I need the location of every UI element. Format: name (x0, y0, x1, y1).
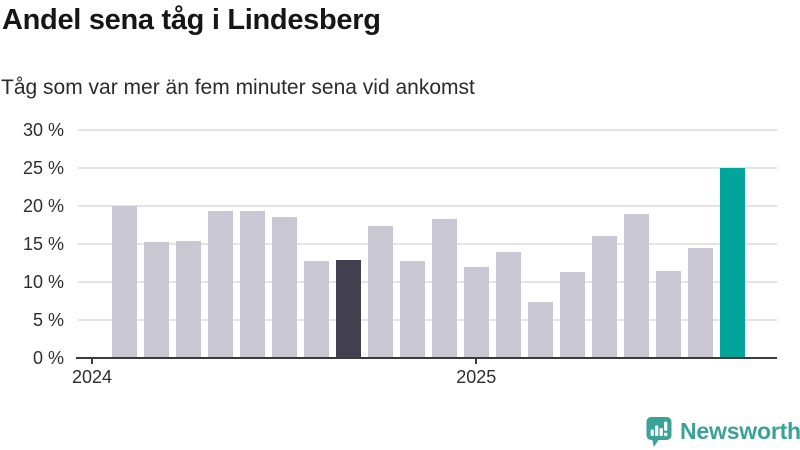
x-axis-line (76, 356, 777, 359)
gridline-25 (78, 167, 777, 169)
y-axis-label-0: 0 % (32, 348, 64, 368)
bar-2025-07 (655, 270, 681, 358)
bar-2024-04 (175, 240, 201, 358)
y-axis-label-5: 5 % (32, 310, 64, 330)
y-axis-label-15: 15 % (22, 234, 64, 254)
gridline-15 (78, 243, 777, 245)
gridline-5 (78, 319, 777, 321)
bar-2025-06 (623, 214, 649, 358)
bar-2024-06 (239, 211, 265, 358)
bar-2024-10 (367, 225, 393, 358)
newsworthy-speech-bubble-chart-icon (646, 417, 672, 447)
bar-2025-01 (463, 266, 489, 358)
newsworthy-logo-text: Newsworthy (680, 418, 800, 444)
gridline-10 (78, 281, 777, 283)
bar-2024-07 (271, 217, 297, 358)
chart-subtitle: Tåg som var mer än fem minuter sena vid … (1, 76, 475, 99)
bar-2024-03 (143, 242, 169, 358)
y-axis-label-10: 10 % (22, 272, 64, 292)
y-axis-label-25: 25 % (22, 158, 64, 178)
bar-2025-05 (591, 236, 617, 358)
x-axis-tick-2025 (475, 359, 478, 364)
chart-title: Andel sena tåg i Lindesberg (2, 4, 381, 36)
bar-2025-08 (687, 247, 713, 358)
bar-chart-plot-area: 0 % 5 % 10 % 15 % 20 % 25 % 30 % 2024 2025 (0, 120, 800, 400)
bar-2024-05 (207, 210, 233, 358)
bar-2024-12 (431, 218, 457, 358)
bar-2025-04 (559, 272, 585, 358)
y-axis-label-20: 20 % (22, 196, 64, 216)
bar-2025-09 (719, 168, 745, 358)
bar-2024-02 (111, 206, 137, 358)
x-axis-label-2024: 2024 (71, 367, 112, 387)
bar-2024-08 (303, 261, 329, 358)
bar-2025-03 (527, 301, 553, 358)
bar-2024-11 (399, 261, 425, 358)
gridline-20 (78, 205, 777, 207)
x-axis-tick-2024 (90, 359, 93, 364)
bar-2024-09 (335, 259, 361, 358)
y-axis-label-30: 30 % (22, 120, 64, 140)
newsworthy-logo: Newsworthy (645, 416, 800, 450)
bar-2025-02 (495, 252, 521, 358)
x-axis-label-2025: 2025 (456, 367, 497, 387)
gridline-30 (78, 129, 777, 131)
